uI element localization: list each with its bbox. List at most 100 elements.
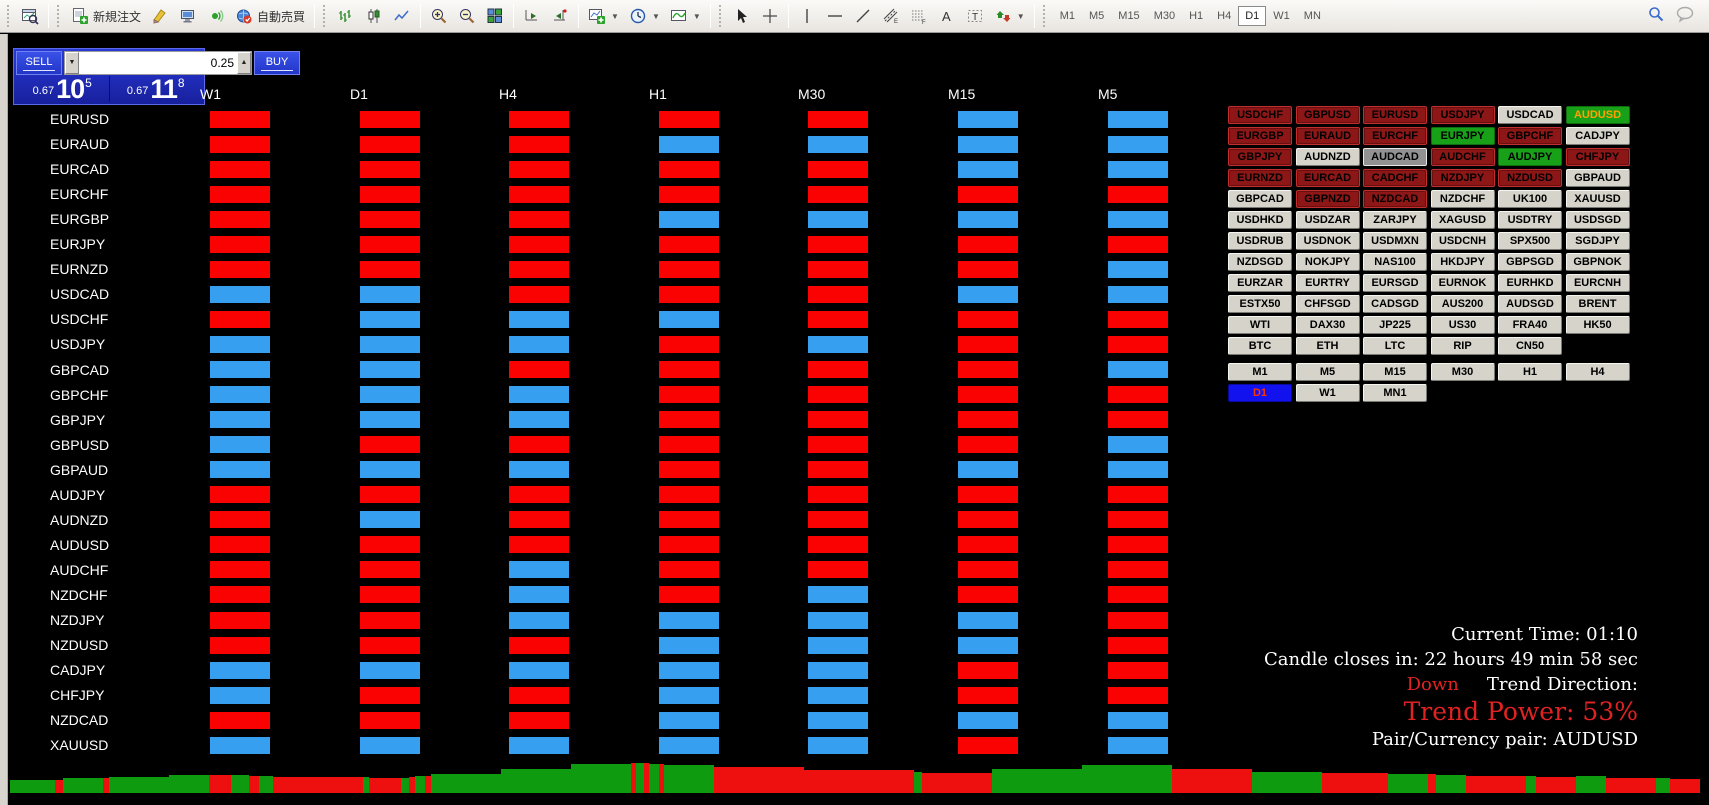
- symbol-button-usdmxn[interactable]: USDMXN: [1363, 232, 1427, 250]
- symbol-button-usdcnh[interactable]: USDCNH: [1430, 232, 1495, 250]
- symbol-button-eurhkd[interactable]: EURHKD: [1498, 274, 1562, 292]
- text-label-tool-button[interactable]: T: [962, 3, 988, 29]
- period-button[interactable]: ▼: [625, 3, 664, 29]
- symbol-button-rip[interactable]: RIP: [1430, 337, 1495, 355]
- metaeditor-button[interactable]: [147, 3, 173, 29]
- symbol-button-euraud[interactable]: EURAUD: [1295, 127, 1360, 145]
- chart-shift-button[interactable]: [547, 3, 573, 29]
- panel-timeframe-button-h4[interactable]: H4: [1565, 363, 1630, 381]
- toolbar-timeframe-m15[interactable]: M15: [1118, 10, 1140, 22]
- symbol-button-nzdsgd[interactable]: NZDSGD: [1228, 253, 1292, 271]
- symbol-button-cadjpy[interactable]: CADJPY: [1565, 127, 1630, 145]
- symbol-button-eursgd[interactable]: EURSGD: [1363, 274, 1427, 292]
- search-icon[interactable]: [1647, 5, 1665, 28]
- trendline-tool-button[interactable]: [850, 3, 876, 29]
- buy-button[interactable]: BUY: [254, 51, 300, 75]
- symbol-button-eurjpy[interactable]: EURJPY: [1430, 127, 1495, 145]
- toolbar-timeframe-h4[interactable]: H4: [1217, 10, 1232, 22]
- toolbar-timeframe-h1[interactable]: H1: [1189, 10, 1204, 22]
- symbol-button-audchf[interactable]: AUDCHF: [1430, 148, 1495, 166]
- cursor-tool-button[interactable]: [729, 3, 755, 29]
- line-chart-button[interactable]: [389, 3, 415, 29]
- symbol-button-nzdchf[interactable]: NZDCHF: [1430, 190, 1495, 208]
- alerts-button[interactable]: [203, 3, 229, 29]
- tile-windows-button[interactable]: [482, 3, 508, 29]
- symbol-button-spx500[interactable]: SPX500: [1498, 232, 1562, 250]
- symbol-button-eurnzd[interactable]: EURNZD: [1228, 169, 1292, 187]
- panel-timeframe-button-m30[interactable]: M30: [1430, 363, 1495, 381]
- toolbar-timeframe-w1[interactable]: W1: [1273, 10, 1290, 22]
- auto-scroll-button[interactable]: [519, 3, 545, 29]
- symbol-button-usdcad[interactable]: USDCAD: [1498, 106, 1562, 124]
- symbol-button-audjpy[interactable]: AUDJPY: [1498, 148, 1562, 166]
- symbol-button-eurusd[interactable]: EURUSD: [1363, 106, 1427, 124]
- chart-window-button[interactable]: [17, 3, 43, 29]
- panel-timeframe-button-w1[interactable]: W1: [1295, 384, 1360, 402]
- vertical-line-tool-button[interactable]: [794, 3, 820, 29]
- symbol-button-cn50[interactable]: CN50: [1498, 337, 1562, 355]
- candlestick-chart-button[interactable]: [361, 3, 387, 29]
- symbol-button-gbpcad[interactable]: GBPCAD: [1228, 190, 1292, 208]
- symbol-button-eurgbp[interactable]: EURGBP: [1228, 127, 1292, 145]
- toolbar-timeframe-m5[interactable]: M5: [1089, 10, 1105, 22]
- equidistant-channel-tool-button[interactable]: E: [878, 3, 904, 29]
- crosshair-tool-button[interactable]: [757, 3, 783, 29]
- symbol-button-gbpnzd[interactable]: GBPNZD: [1295, 190, 1360, 208]
- symbol-button-sgdjpy[interactable]: SGDJPY: [1565, 232, 1630, 250]
- fibonacci-tool-button[interactable]: F: [906, 3, 932, 29]
- symbol-button-us30[interactable]: US30: [1430, 316, 1495, 334]
- symbol-button-chfsgd[interactable]: CHFSGD: [1295, 295, 1360, 313]
- arrows-tool-button[interactable]: ▼: [990, 3, 1029, 29]
- sell-price[interactable]: 0.67 10 5: [16, 76, 109, 103]
- symbol-button-btc[interactable]: BTC: [1228, 337, 1292, 355]
- symbol-button-hkdjpy[interactable]: HKDJPY: [1430, 253, 1495, 271]
- volume-decrease-button[interactable]: ▼: [65, 52, 79, 74]
- horizontal-line-tool-button[interactable]: [822, 3, 848, 29]
- symbol-button-wti[interactable]: WTI: [1228, 316, 1292, 334]
- symbol-button-eurcad[interactable]: EURCAD: [1295, 169, 1360, 187]
- symbol-button-eurnok[interactable]: EURNOK: [1430, 274, 1495, 292]
- terminal-button[interactable]: [175, 3, 201, 29]
- symbol-button-xagusd[interactable]: XAGUSD: [1430, 211, 1495, 229]
- symbol-button-eurcnh[interactable]: EURCNH: [1565, 274, 1630, 292]
- symbol-button-usdjpy[interactable]: USDJPY: [1430, 106, 1495, 124]
- symbol-button-audcad[interactable]: AUDCAD: [1363, 148, 1427, 166]
- toolbar-timeframe-m1[interactable]: M1: [1059, 10, 1075, 22]
- symbol-button-usdnok[interactable]: USDNOK: [1295, 232, 1360, 250]
- symbol-button-cadchf[interactable]: CADCHF: [1363, 169, 1427, 187]
- symbol-button-audsgd[interactable]: AUDSGD: [1498, 295, 1562, 313]
- symbol-button-uk100[interactable]: UK100: [1498, 190, 1562, 208]
- symbol-button-gbpchf[interactable]: GBPCHF: [1498, 127, 1562, 145]
- symbol-button-nas100[interactable]: NAS100: [1363, 253, 1427, 271]
- symbol-button-usdhkd[interactable]: USDHKD: [1228, 211, 1292, 229]
- symbol-button-aus200[interactable]: AUS200: [1430, 295, 1495, 313]
- symbol-button-gbpjpy[interactable]: GBPJPY: [1228, 148, 1292, 166]
- indicators-button[interactable]: ▼: [666, 3, 705, 29]
- panel-timeframe-button-m1[interactable]: M1: [1228, 363, 1292, 381]
- toolbar-timeframe-m30[interactable]: M30: [1153, 10, 1176, 22]
- symbol-button-cadsgd[interactable]: CADSGD: [1363, 295, 1427, 313]
- panel-timeframe-button-mn1[interactable]: MN1: [1363, 384, 1427, 402]
- symbol-button-nokjpy[interactable]: NOKJPY: [1295, 253, 1360, 271]
- symbol-button-zarjpy[interactable]: ZARJPY: [1363, 211, 1427, 229]
- symbol-button-fra40[interactable]: FRA40: [1498, 316, 1562, 334]
- symbol-button-usdsgd[interactable]: USDSGD: [1565, 211, 1630, 229]
- panel-timeframe-button-d1[interactable]: D1: [1228, 384, 1292, 402]
- symbol-button-ltc[interactable]: LTC: [1363, 337, 1427, 355]
- symbol-button-gbpsgd[interactable]: GBPSGD: [1498, 253, 1562, 271]
- symbol-button-nzdcad[interactable]: NZDCAD: [1363, 190, 1427, 208]
- symbol-button-eth[interactable]: ETH: [1295, 337, 1360, 355]
- symbol-button-gbpusd[interactable]: GBPUSD: [1295, 106, 1360, 124]
- symbol-button-nzdjpy[interactable]: NZDJPY: [1430, 169, 1495, 187]
- new-order-button[interactable]: 新規注文: [67, 3, 145, 29]
- toolbar-timeframe-mn[interactable]: MN: [1303, 10, 1321, 22]
- chat-icon[interactable]: [1675, 5, 1695, 28]
- symbol-button-usdrub[interactable]: USDRUB: [1228, 232, 1292, 250]
- sell-button[interactable]: SELL: [16, 51, 62, 75]
- symbol-button-audusd[interactable]: AUDUSD: [1565, 106, 1630, 124]
- symbol-button-eurzar[interactable]: EURZAR: [1228, 274, 1292, 292]
- volume-input[interactable]: [79, 52, 237, 74]
- symbol-button-jp225[interactable]: JP225: [1363, 316, 1427, 334]
- symbol-button-hk50[interactable]: HK50: [1565, 316, 1630, 334]
- bar-chart-button[interactable]: [333, 3, 359, 29]
